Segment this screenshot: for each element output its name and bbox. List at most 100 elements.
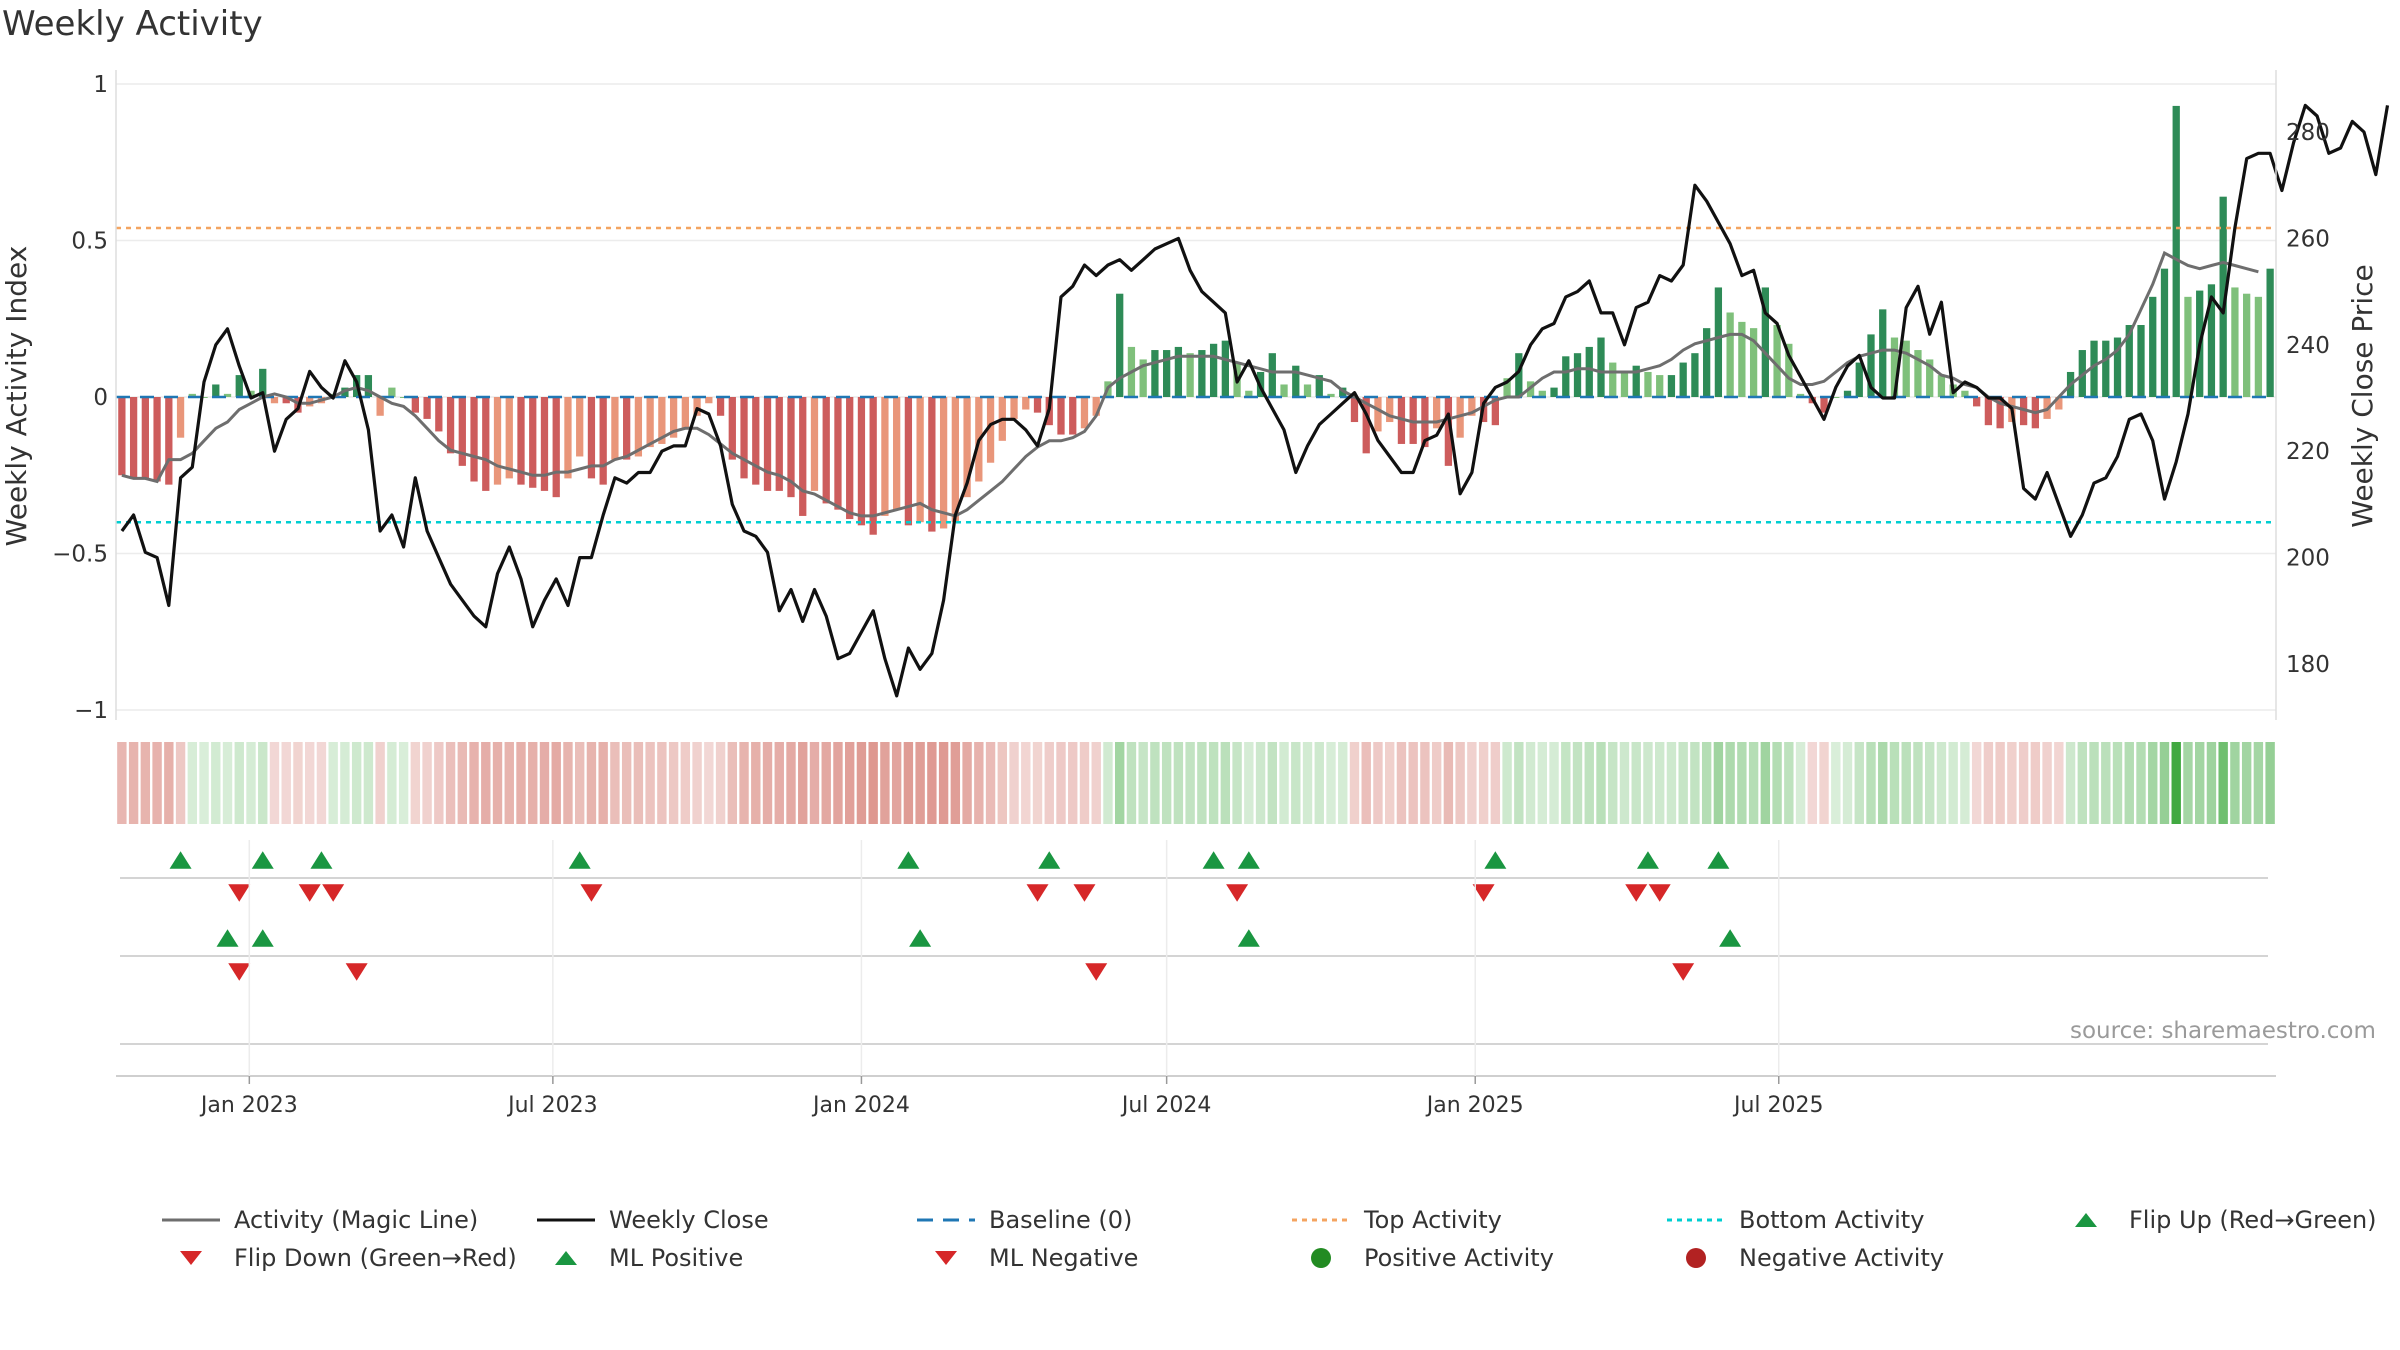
activity-bar <box>470 397 478 482</box>
legend-label: ML Positive <box>609 1244 744 1272</box>
heatstrip-cell <box>821 742 831 824</box>
reference-lines <box>116 226 2276 524</box>
activity-bar <box>2019 397 2028 426</box>
x-tick-label: Jan 2025 <box>1425 1093 1524 1118</box>
red-down-triangle-icon <box>160 1243 222 1273</box>
flip-up-marker <box>310 851 333 869</box>
heatstrip-cell <box>2065 742 2076 824</box>
activity-bar <box>1726 312 1734 397</box>
heatstrip-cell <box>1032 742 1043 824</box>
heatstrip-cell <box>1666 742 1677 824</box>
heatstrip-cell <box>234 742 244 824</box>
heatstrip-cell <box>1044 742 1054 824</box>
heatstrip-cell <box>950 742 961 824</box>
right-tick-label: 220 <box>2286 439 2330 465</box>
activity-bar <box>1433 397 1441 429</box>
ml-negative-marker <box>345 963 368 981</box>
heatstrip-cell <box>1490 742 1501 824</box>
right-tick-label: 240 <box>2286 333 2330 359</box>
activity-bar <box>1198 350 1206 397</box>
heatstrip-cell <box>140 742 151 824</box>
activity-heatstrip <box>117 742 2275 824</box>
activity-bar <box>1292 365 1300 397</box>
heatstrip-cell <box>128 742 139 824</box>
activity-bar <box>810 397 819 491</box>
heatstrip-cell <box>1584 742 1594 824</box>
heatstrip-cell <box>633 742 644 824</box>
gray-line-icon <box>160 1205 222 1235</box>
heatstrip-cell <box>2089 742 2099 824</box>
activity-bar <box>1374 397 1382 432</box>
heatstrip-cell <box>375 742 385 824</box>
activity-bar <box>1550 387 1558 397</box>
heatstrip-cell <box>2030 742 2041 824</box>
heatstrip-cell <box>1361 742 1371 824</box>
heatstrip-cell <box>434 742 444 824</box>
activity-bar <box>235 375 243 397</box>
activity-bar <box>658 397 666 444</box>
activity-bar <box>1961 390 1969 397</box>
activity-bar <box>376 397 384 416</box>
legend-label: Baseline (0) <box>989 1206 1133 1234</box>
activity-bar <box>787 397 795 498</box>
activity-bar <box>1761 287 1769 397</box>
activity-bar <box>1973 397 1981 407</box>
heatstrip-cell <box>492 742 503 824</box>
heatstrip-cell <box>1326 742 1336 824</box>
heatstrip-cell <box>445 742 456 824</box>
activity-bar <box>435 397 443 432</box>
legend-label: Bottom Activity <box>1739 1206 1925 1234</box>
flip-down-marker <box>298 884 321 902</box>
heatstrip-cell <box>1373 742 1383 824</box>
heatstrip-cell <box>692 742 702 824</box>
left-tick-label: 1 <box>93 72 108 98</box>
heatstrip-cell <box>2159 742 2170 824</box>
activity-bar <box>1902 340 1910 397</box>
activity-bar <box>1867 334 1875 397</box>
heatstrip-cell <box>1068 742 1078 824</box>
activity-bar <box>1820 397 1828 413</box>
heatstrip-cell <box>293 742 303 824</box>
heatstrip-cell <box>1021 742 1031 824</box>
heatstrip-cell <box>516 742 526 824</box>
activity-bar <box>1303 384 1312 397</box>
legend-item: Negative Activity <box>1665 1243 1944 1273</box>
heatstrip-cell <box>2171 742 2181 824</box>
activity-bar <box>1749 328 1758 397</box>
heatstrip-cell <box>1854 742 1864 824</box>
red-circle-icon <box>1665 1243 1727 1273</box>
heatstrip-cell <box>751 742 761 824</box>
heatstrip-cell <box>328 742 338 824</box>
activity-bar <box>493 397 502 485</box>
heatstrip-cell <box>1255 742 1266 824</box>
activity-bar <box>1010 397 1018 419</box>
heatstrip-cell <box>833 742 843 824</box>
heatstrip-cell <box>1889 742 1900 824</box>
activity-bar <box>623 397 631 460</box>
flip-down-marker <box>1073 884 1096 902</box>
activity-bar <box>1562 356 1570 397</box>
activity-bar <box>1350 397 1359 423</box>
heatstrip-cell <box>1701 742 1712 824</box>
right-tick-label: 180 <box>2286 652 2330 678</box>
activity-bar <box>928 397 936 532</box>
heatstrip-cell <box>739 742 749 824</box>
flip-up-marker <box>897 851 920 869</box>
heatstrip-cell <box>1502 742 1512 824</box>
heatstrip-cell <box>786 742 796 824</box>
ml-positive-marker <box>909 929 932 947</box>
activity-bar <box>1515 353 1523 397</box>
heatstrip-cell <box>340 742 350 824</box>
legend-label: Weekly Close <box>609 1206 769 1234</box>
heatstrip-cell <box>1772 742 1782 824</box>
right-tick-label: 280 <box>2286 120 2330 146</box>
heatstrip-cell <box>2101 742 2111 824</box>
heatstrip-cell <box>1655 742 1665 824</box>
flip-up-marker <box>1484 851 1507 869</box>
heatstrip-cell <box>610 742 620 824</box>
heatstrip-cell <box>1549 742 1559 824</box>
heatstrip-cell <box>845 742 855 824</box>
activity-bar <box>1714 287 1723 397</box>
activity-bar <box>634 397 643 457</box>
black-line-icon <box>535 1205 597 1235</box>
